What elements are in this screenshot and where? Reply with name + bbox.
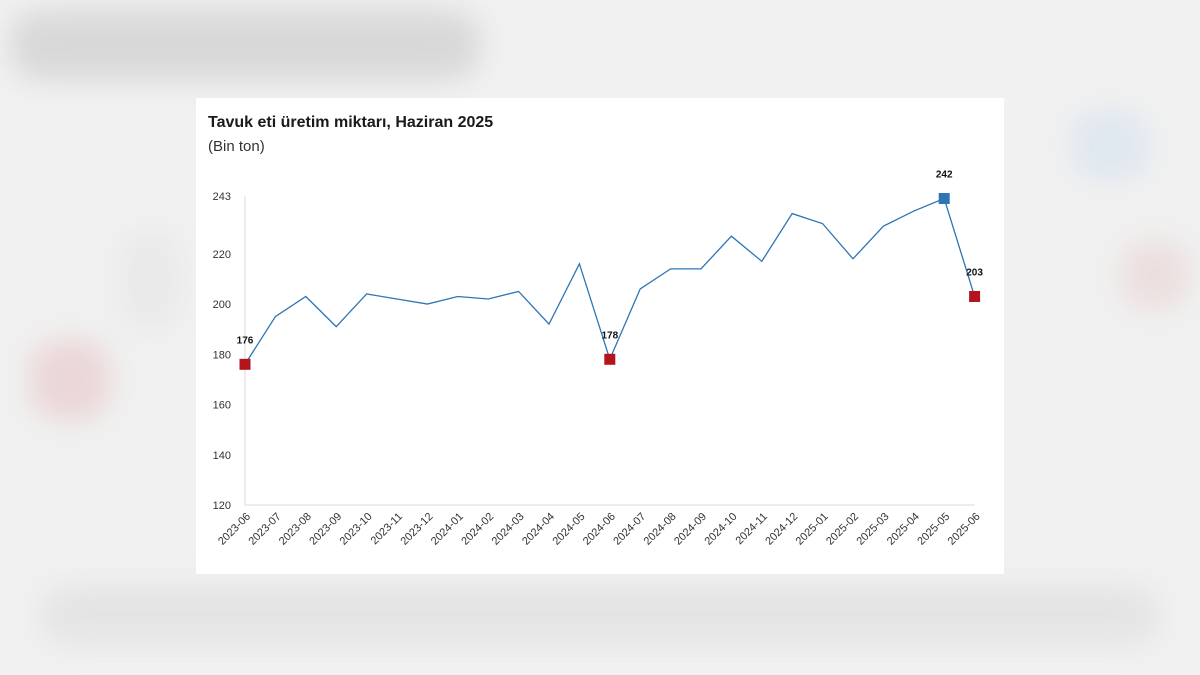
y-tick-label: 243 [213, 191, 231, 203]
x-tick-label: 2024-03 [490, 511, 527, 548]
data-point-marker [604, 353, 616, 365]
data-label: 178 [601, 330, 618, 341]
x-tick-label: 2023-08 [277, 511, 314, 548]
blurred-background [10, 10, 480, 80]
x-tick-label: 2023-07 [246, 511, 283, 548]
data-point-marker [969, 290, 981, 302]
blurred-background [30, 340, 110, 420]
x-tick-label: 2023-12 [398, 511, 435, 548]
blurred-background [1070, 110, 1150, 180]
x-tick-label: 2024-08 [642, 511, 679, 548]
x-tick-label: 2024-05 [550, 511, 587, 548]
x-tick-label: 2024-04 [520, 511, 557, 548]
y-tick-label: 120 [213, 500, 231, 512]
chart-title: Tavuk eti üretim miktarı, Haziran 2025 [208, 114, 494, 131]
x-tick-label: 2025-02 [824, 511, 861, 548]
data-point-marker [938, 193, 950, 205]
x-tick-label: 2023-06 [216, 511, 253, 548]
x-tick-label: 2024-10 [702, 511, 739, 548]
y-tick-label: 180 [213, 349, 231, 361]
x-tick-label: 2025-06 [946, 511, 983, 548]
x-tick-label: 2024-02 [459, 511, 496, 548]
x-tick-label: 2025-05 [915, 511, 952, 548]
x-tick-label: 2024-06 [581, 511, 618, 548]
chart-subtitle: (Bin ton) [208, 138, 265, 155]
blurred-background [40, 585, 1160, 645]
data-label: 203 [966, 267, 983, 278]
x-tick-label: 2024-12 [763, 511, 800, 548]
blurred-background [120, 230, 180, 330]
x-tick-label: 2024-01 [429, 511, 466, 548]
chart-card [196, 98, 1004, 574]
y-tick-label: 200 [213, 299, 231, 311]
data-label: 176 [237, 335, 254, 346]
x-tick-label: 2023-10 [338, 511, 375, 548]
y-tick-label: 160 [213, 400, 231, 412]
x-tick-label: 2025-03 [854, 511, 891, 548]
y-tick-label: 140 [213, 450, 231, 462]
x-tick-label: 2025-01 [794, 511, 831, 548]
y-tick-label: 220 [213, 249, 231, 261]
blurred-background [1120, 240, 1190, 310]
x-tick-label: 2024-07 [611, 511, 648, 548]
x-tick-label: 2024-09 [672, 511, 709, 548]
x-tick-label: 2023-09 [307, 511, 344, 548]
x-tick-label: 2025-04 [885, 511, 922, 548]
data-point-marker [239, 358, 251, 370]
data-label: 242 [936, 170, 953, 181]
